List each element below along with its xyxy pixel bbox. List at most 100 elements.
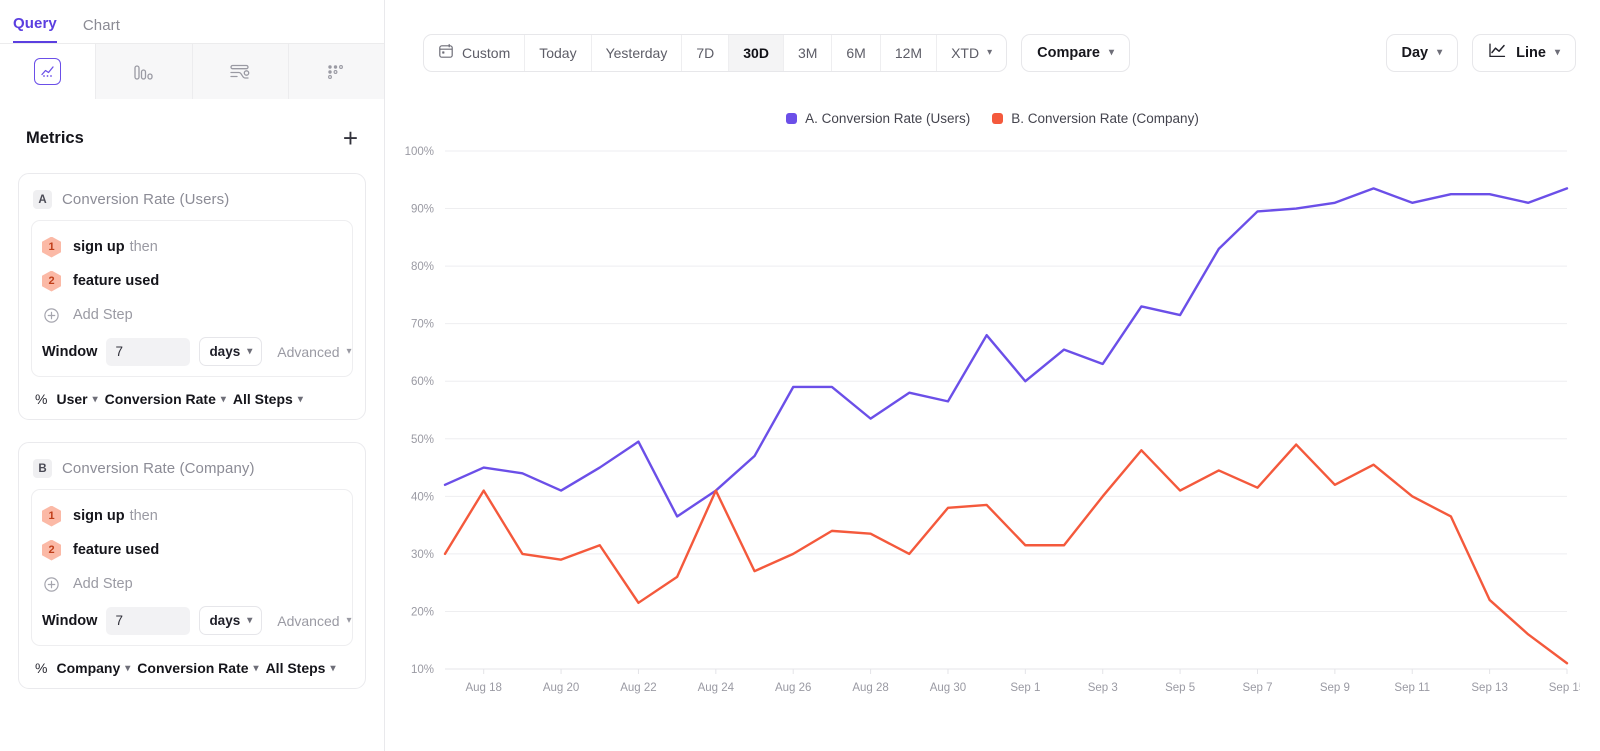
advanced-toggle[interactable]: Advanced ▾ xyxy=(277,344,351,360)
range-12m[interactable]: 12M xyxy=(881,34,938,71)
funnel-icon xyxy=(130,58,157,85)
chevron-down-icon: ▾ xyxy=(253,662,259,674)
range-xtd[interactable]: XTD ▾ xyxy=(937,35,1006,71)
window-input[interactable] xyxy=(106,337,191,366)
granularity-select[interactable]: Day ▾ xyxy=(1385,33,1459,72)
scope-label: All Steps xyxy=(232,391,293,407)
calendar-icon xyxy=(438,43,454,62)
retention-icon xyxy=(323,58,350,85)
tab-query[interactable]: Query xyxy=(13,15,57,43)
step-row[interactable]: 2 feature used xyxy=(42,264,342,298)
range-custom[interactable]: Custom xyxy=(424,34,526,71)
chevron-down-icon: ▾ xyxy=(346,615,352,626)
advanced-label: Advanced xyxy=(277,612,340,629)
step-row[interactable]: 2 feature used xyxy=(42,533,342,567)
svg-text:Aug 18: Aug 18 xyxy=(465,682,501,694)
date-range-selector: Custom Today Yesterday 7D 30D 3M 6M 12M … xyxy=(423,33,1008,72)
range-yesterday[interactable]: Yesterday xyxy=(592,34,683,71)
metric-title[interactable]: Conversion Rate (Users) xyxy=(62,191,230,208)
entity-select[interactable]: Company ▾ xyxy=(56,660,130,676)
svg-text:Aug 30: Aug 30 xyxy=(930,682,966,694)
legend-label-b: B. Conversion Rate (Company) xyxy=(1011,110,1199,126)
svg-text:Aug 20: Aug 20 xyxy=(543,682,579,694)
percent-symbol: % xyxy=(35,660,48,676)
flow-icon xyxy=(227,58,254,85)
scope-label: All Steps xyxy=(265,660,326,676)
compare-label: Compare xyxy=(1037,44,1100,61)
metric-card-a-header: A Conversion Rate (Users) xyxy=(31,186,353,220)
measure-select[interactable]: Conversion Rate ▾ xyxy=(137,660,258,676)
chart-area: 100% 90% 80% 70% 60% 50% 40% 30% 20% 10% Aug 18 Aug… xyxy=(385,131,1600,751)
window-label: Window xyxy=(42,612,98,629)
range-today[interactable]: Today xyxy=(525,34,592,71)
add-metric-button[interactable]: + xyxy=(342,123,358,153)
step-row[interactable]: 1 sign up then xyxy=(42,499,342,533)
plus-circle-icon xyxy=(42,574,61,595)
scope-select[interactable]: All Steps ▾ xyxy=(233,391,303,407)
advanced-toggle[interactable]: Advanced ▾ xyxy=(277,613,351,629)
plus-circle-icon xyxy=(42,305,61,326)
granularity-label: Day xyxy=(1401,44,1429,61)
svg-text:Aug 28: Aug 28 xyxy=(852,682,888,694)
metric-card-b-header: B Conversion Rate (Company) xyxy=(31,455,353,489)
chevron-down-icon: ▾ xyxy=(1437,47,1443,58)
step-number-badge: 1 xyxy=(42,236,61,258)
measure-label: Conversion Rate xyxy=(104,391,216,407)
chart-type-select[interactable]: Line ▾ xyxy=(1472,33,1576,72)
tab-chart[interactable]: Chart xyxy=(82,17,121,34)
svg-text:Sep 11: Sep 11 xyxy=(1394,682,1430,694)
step-number-badge: 2 xyxy=(42,270,61,292)
entity-select[interactable]: User ▾ xyxy=(56,391,97,407)
svg-text:40%: 40% xyxy=(411,491,434,503)
window-input[interactable] xyxy=(106,606,191,635)
chart-legend: A. Conversion Rate (Users) B. Conversion… xyxy=(385,105,1600,131)
legend-item-a[interactable]: A. Conversion Rate (Users) xyxy=(786,111,970,126)
window-unit-select[interactable]: days ▾ xyxy=(199,337,263,366)
chevron-down-icon: ▾ xyxy=(125,662,131,674)
step-row[interactable]: 1 sign up then xyxy=(42,230,342,264)
svg-text:Sep 13: Sep 13 xyxy=(1471,682,1507,694)
svg-text:Sep 3: Sep 3 xyxy=(1088,682,1118,694)
step-label: sign up xyxy=(73,508,125,524)
svg-text:60%: 60% xyxy=(411,376,434,388)
sidebar: Query Chart xyxy=(0,0,385,751)
range-30d[interactable]: 30D xyxy=(729,34,784,71)
range-7d[interactable]: 7D xyxy=(682,34,730,71)
metric-a-steps: 1 sign up then 2 feature used xyxy=(31,220,353,377)
legend-label-a: A. Conversion Rate (Users) xyxy=(805,110,971,126)
svg-text:50%: 50% xyxy=(411,434,434,446)
svg-text:Sep 9: Sep 9 xyxy=(1320,682,1350,694)
view-type-trend[interactable] xyxy=(0,44,97,99)
window-unit-select[interactable]: days ▾ xyxy=(199,606,263,635)
metric-title[interactable]: Conversion Rate (Company) xyxy=(62,460,255,477)
advanced-label: Advanced xyxy=(277,343,340,360)
svg-text:20%: 20% xyxy=(411,606,434,618)
legend-item-b[interactable]: B. Conversion Rate (Company) xyxy=(992,111,1199,126)
range-6m[interactable]: 6M xyxy=(832,34,881,71)
window-unit-label: days xyxy=(209,613,241,628)
metric-card-list: A Conversion Rate (Users) 1 sign up then … xyxy=(0,151,384,689)
add-step-label: Add Step xyxy=(73,307,133,323)
line-chart[interactable]: 100% 90% 80% 70% 60% 50% 40% 30% 20% 10% Aug 18 Aug… xyxy=(385,137,1580,717)
range-3m[interactable]: 3M xyxy=(784,34,833,71)
measure-select[interactable]: Conversion Rate ▾ xyxy=(105,391,226,407)
sidebar-tabbar: Query Chart xyxy=(0,0,384,44)
chevron-down-icon: ▾ xyxy=(92,393,98,405)
entity-label: User xyxy=(56,391,88,407)
legend-swatch-b xyxy=(992,112,1004,124)
view-type-funnel[interactable] xyxy=(96,44,193,99)
svg-text:Sep 1: Sep 1 xyxy=(1010,682,1040,694)
view-type-retention[interactable] xyxy=(288,44,384,99)
metric-letter-badge: B xyxy=(33,459,52,478)
chevron-down-icon: ▾ xyxy=(297,393,303,405)
add-step-button[interactable]: Add Step xyxy=(42,567,342,601)
add-step-button[interactable]: Add Step xyxy=(42,298,342,332)
chevron-down-icon: ▾ xyxy=(1554,47,1560,58)
step-label: sign up xyxy=(73,239,125,255)
scope-select[interactable]: All Steps ▾ xyxy=(266,660,336,676)
window-row: Window days ▾ Advanced ▾ xyxy=(42,337,352,366)
compare-button[interactable]: Compare ▾ xyxy=(1021,33,1130,72)
view-type-flow[interactable] xyxy=(192,44,289,99)
step-number-badge: 2 xyxy=(42,539,61,561)
